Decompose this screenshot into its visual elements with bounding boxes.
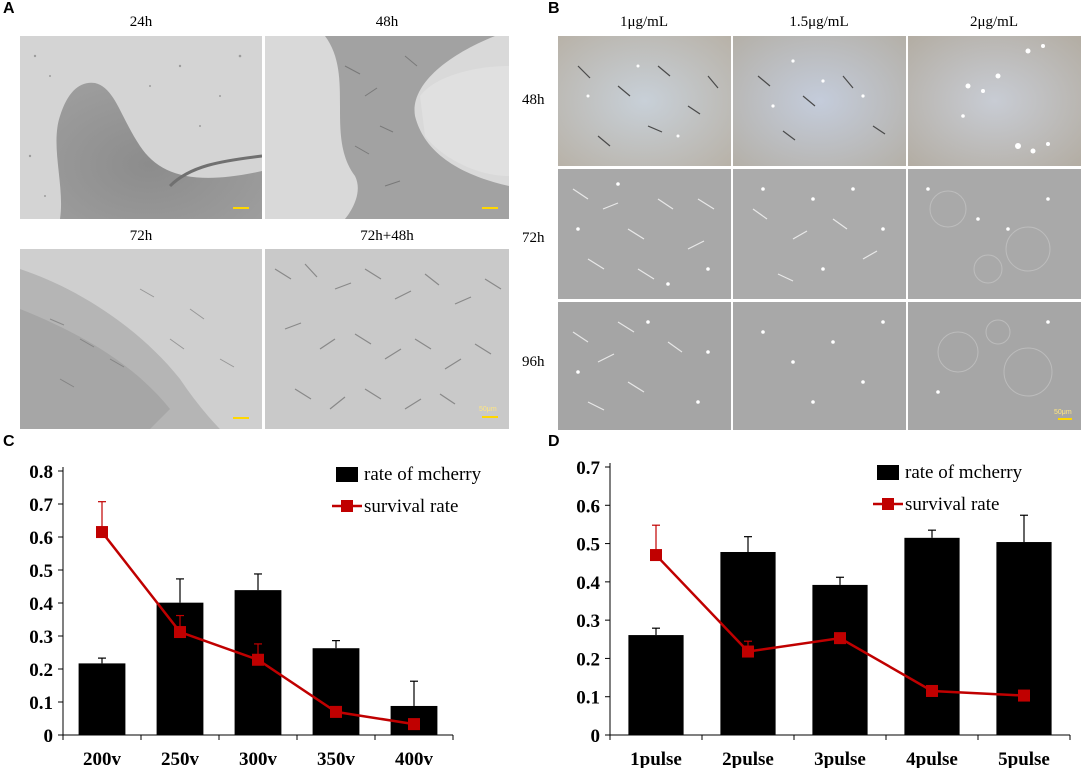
x-tick-label: 300v [239, 749, 278, 768]
micrograph-b-48h-2ug [908, 36, 1081, 166]
x-tick-label: 200v [83, 749, 122, 768]
micrograph-b-72h-1-5ug [733, 169, 906, 299]
bar-3pulse [812, 584, 868, 735]
micrograph-b-96h-1-5ug [733, 302, 906, 430]
y-tick-label: 0.7 [29, 495, 53, 516]
y-tick-label: 0.6 [29, 528, 53, 549]
x-tick-label: 250v [161, 749, 200, 768]
survival-point-300v [252, 653, 264, 666]
y-tick-label: 0.4 [576, 573, 600, 594]
legend-marker-survival [882, 498, 894, 510]
y-tick-label: 0.3 [29, 627, 53, 648]
y-tick-label: 0.3 [576, 611, 600, 632]
micrograph-b-96h-1ug [558, 302, 731, 430]
x-tick-label: 350v [317, 749, 356, 768]
survival-point-1pulse [650, 549, 662, 562]
y-tick-label: 0.7 [576, 458, 600, 479]
legend-label-mcherry: rate of mcherry [364, 464, 482, 485]
micrograph-b-96h-2ug: 50μm [908, 302, 1081, 430]
column-label-1ug: 1μg/mL [619, 14, 669, 30]
panel-letter-c: C [3, 433, 15, 450]
column-label-1-5ug: 1.5μg/mL [789, 14, 849, 30]
y-tick-label: 0.1 [576, 688, 600, 709]
micrograph-24h [20, 36, 262, 219]
y-tick-label: 0.5 [29, 561, 53, 582]
legend-marker-survival [341, 500, 353, 512]
x-tick-label: 2pulse [722, 749, 774, 768]
micrograph-48h [265, 36, 509, 219]
x-tick-label: 5pulse [998, 749, 1050, 768]
legend-swatch-mcherry [336, 467, 358, 482]
x-tick-label: 400v [395, 749, 434, 768]
y-tick-label: 0 [591, 726, 601, 747]
y-tick-label: 0.5 [576, 535, 600, 556]
y-tick-label: 0.4 [29, 594, 53, 615]
legend-label-survival: survival rate [905, 494, 999, 515]
panel-letter-a: A [3, 0, 15, 17]
survival-point-350v [330, 705, 342, 718]
bar-5pulse [996, 542, 1052, 735]
image-label-48h: 48h [375, 14, 399, 30]
bar-4pulse [904, 537, 960, 735]
image-label-72h-48h: 72h+48h [360, 228, 414, 244]
x-tick-label: 4pulse [906, 749, 958, 768]
row-label-48h: 48h [522, 92, 545, 108]
survival-point-2pulse [742, 645, 754, 658]
y-tick-label: 0.2 [29, 660, 53, 681]
chart-d: 0 0.1 0.2 0.3 0.4 0.5 0.6 0.7 1pulse 2pulse 3pulse… [576, 458, 1071, 768]
panel-letter-d: D [548, 433, 560, 450]
survival-point-3pulse [834, 632, 846, 645]
row-label-96h: 96h [522, 354, 545, 370]
bar-200v [78, 663, 126, 735]
bar-1pulse [628, 635, 684, 735]
image-label-24h: 24h [129, 14, 153, 30]
x-tick-label: 3pulse [814, 749, 866, 768]
bar-350v [312, 648, 360, 735]
survival-point-5pulse [1018, 689, 1030, 702]
micrograph-b-72h-2ug [908, 169, 1081, 299]
survival-point-400v [408, 718, 420, 731]
scale-bar-label-b: 50μm [1054, 409, 1072, 416]
micrograph-b-48h-1ug [558, 36, 731, 166]
scale-bar-label-a: 50μm [479, 406, 497, 413]
survival-point-250v [174, 626, 186, 639]
y-tick-label: 0.1 [29, 693, 53, 714]
panel-letter-b: B [548, 0, 560, 17]
survival-point-4pulse [926, 684, 938, 697]
image-label-72h: 72h [129, 228, 153, 244]
micrograph-b-72h-1ug [558, 169, 731, 299]
y-tick-label: 0.6 [576, 496, 600, 517]
micrograph-72h-48h: 50μm [265, 249, 509, 429]
legend-swatch-mcherry [877, 465, 899, 480]
legend-label-mcherry: rate of mcherry [905, 462, 1023, 483]
micrograph-b-48h-1-5ug [733, 36, 906, 166]
x-tick-label: 1pulse [630, 749, 682, 768]
y-tick-label: 0.2 [576, 649, 600, 670]
row-label-72h: 72h [522, 230, 545, 246]
micrograph-72h [20, 249, 262, 429]
survival-point-200v [96, 526, 108, 539]
y-tick-label: 0.8 [29, 462, 53, 483]
chart-c: 0 0.1 0.2 0.3 0.4 0.5 0.6 0.7 0.8 200v 250v 300v 350… [29, 462, 482, 768]
y-tick-label: 0 [44, 726, 54, 747]
legend-label-survival: survival rate [364, 496, 458, 517]
column-label-2ug: 2μg/mL [969, 14, 1019, 30]
